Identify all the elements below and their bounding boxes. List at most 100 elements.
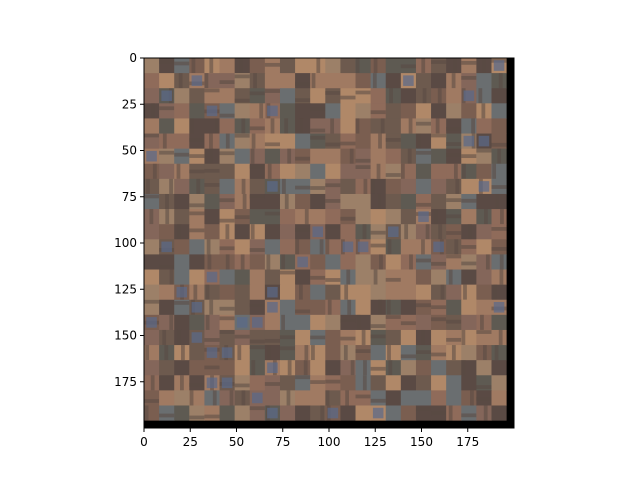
image-tile-stripe bbox=[446, 231, 462, 235]
image-tile-stripe bbox=[219, 246, 235, 251]
image-tile bbox=[264, 133, 281, 150]
image-tile bbox=[385, 148, 402, 165]
image-tile-stripe bbox=[400, 163, 405, 179]
image-tile bbox=[355, 269, 372, 286]
image-tile-stripe bbox=[453, 163, 458, 179]
image-tile-stripe bbox=[350, 360, 355, 376]
image-tile bbox=[279, 88, 296, 104]
image-tile-stripe bbox=[310, 380, 326, 384]
image-tile-stripe bbox=[370, 334, 386, 339]
image-tile-stripe bbox=[241, 178, 246, 194]
image-tile-stripe bbox=[431, 317, 447, 322]
image-tile-stripe bbox=[264, 62, 280, 67]
image-tile bbox=[174, 329, 190, 346]
image-tile bbox=[431, 163, 447, 180]
image-tile bbox=[174, 239, 190, 255]
image-tile-stripe bbox=[169, 269, 174, 285]
image-tile-stripe bbox=[378, 299, 383, 315]
image-tile-blue bbox=[267, 407, 278, 419]
image-tile-blue bbox=[236, 317, 248, 328]
image-tile bbox=[325, 329, 341, 346]
y-tick-label: 150 bbox=[114, 329, 137, 343]
image-tile-stripe bbox=[219, 113, 235, 118]
image-tile bbox=[144, 329, 160, 346]
image-tile-stripe bbox=[446, 127, 462, 131]
image-tile-stripe bbox=[196, 178, 201, 194]
image-tile-stripe bbox=[225, 133, 230, 149]
image-tile bbox=[295, 224, 311, 240]
image-tile-stripe bbox=[295, 239, 300, 255]
image-tile bbox=[325, 360, 341, 376]
image-tile-stripe bbox=[471, 118, 475, 134]
image-tile bbox=[174, 405, 190, 421]
image-tile bbox=[491, 88, 507, 104]
image-tile-stripe bbox=[431, 261, 447, 266]
image-tile bbox=[355, 193, 372, 210]
image-tile-stripe bbox=[421, 58, 426, 74]
image-tile bbox=[159, 103, 175, 119]
image-tile-stripe bbox=[325, 142, 341, 147]
image-tile bbox=[461, 73, 477, 89]
image-tile bbox=[415, 284, 432, 301]
image-tile-stripe bbox=[169, 178, 173, 194]
image-tile-stripe bbox=[249, 164, 265, 169]
image-tile bbox=[189, 209, 205, 225]
image-tile-stripe bbox=[325, 390, 330, 406]
image-tile bbox=[234, 193, 251, 210]
image-tile bbox=[264, 209, 281, 225]
image-tile bbox=[370, 375, 387, 391]
image-tile bbox=[340, 345, 357, 361]
image-tile-stripe bbox=[303, 360, 308, 376]
image-tile-stripe bbox=[189, 154, 205, 158]
image-tile-blue bbox=[176, 286, 188, 298]
image-tile-blue bbox=[463, 135, 475, 147]
image-tile-stripe bbox=[304, 209, 309, 225]
image-tile bbox=[400, 178, 417, 195]
x-tick-label: 75 bbox=[275, 435, 290, 449]
image-tile-blue bbox=[433, 241, 444, 253]
image-tile bbox=[174, 390, 190, 406]
image-tile bbox=[355, 73, 372, 89]
image-tile bbox=[144, 163, 160, 180]
image-tile bbox=[476, 163, 492, 180]
image-tile bbox=[400, 284, 417, 301]
image-tile bbox=[400, 209, 417, 225]
image-tile bbox=[219, 58, 236, 74]
image-tile-stripe bbox=[250, 224, 255, 240]
image-tile-stripe bbox=[145, 345, 150, 361]
image-tile bbox=[355, 405, 372, 421]
image-tile-stripe bbox=[234, 133, 250, 138]
image-mosaic bbox=[144, 58, 507, 421]
image-tile bbox=[189, 314, 205, 331]
image-tile-stripe bbox=[440, 284, 445, 300]
image-tile-stripe bbox=[310, 107, 326, 112]
image-tile bbox=[340, 405, 357, 421]
image-tile-stripe bbox=[482, 58, 487, 74]
image-tile bbox=[189, 345, 205, 361]
y-tick-label: 100 bbox=[114, 236, 137, 250]
image-tile bbox=[461, 269, 477, 286]
image-tile-stripe bbox=[319, 239, 324, 255]
image-tile-stripe bbox=[229, 390, 234, 406]
image-tile bbox=[355, 88, 372, 104]
image-tile-blue bbox=[161, 241, 172, 253]
image-tile-stripe bbox=[189, 228, 205, 233]
image-tile-stripe bbox=[380, 118, 385, 134]
x-tick-label: 150 bbox=[410, 435, 433, 449]
image-tile-stripe bbox=[400, 354, 416, 359]
image-tile-stripe bbox=[446, 337, 462, 342]
image-tile-stripe bbox=[267, 163, 272, 179]
image-tile bbox=[189, 360, 205, 376]
image-tile-stripe bbox=[347, 299, 352, 315]
image-tile bbox=[385, 375, 402, 391]
image-tile-stripe bbox=[281, 314, 285, 330]
image-tile-stripe bbox=[295, 81, 311, 86]
image-tile-stripe bbox=[431, 305, 447, 310]
image-tile-stripe bbox=[144, 399, 160, 403]
image-tile-stripe bbox=[204, 365, 220, 370]
image-tile bbox=[159, 299, 175, 316]
image-tile bbox=[385, 193, 402, 210]
image-tile bbox=[400, 345, 417, 361]
image-tile bbox=[234, 103, 251, 119]
